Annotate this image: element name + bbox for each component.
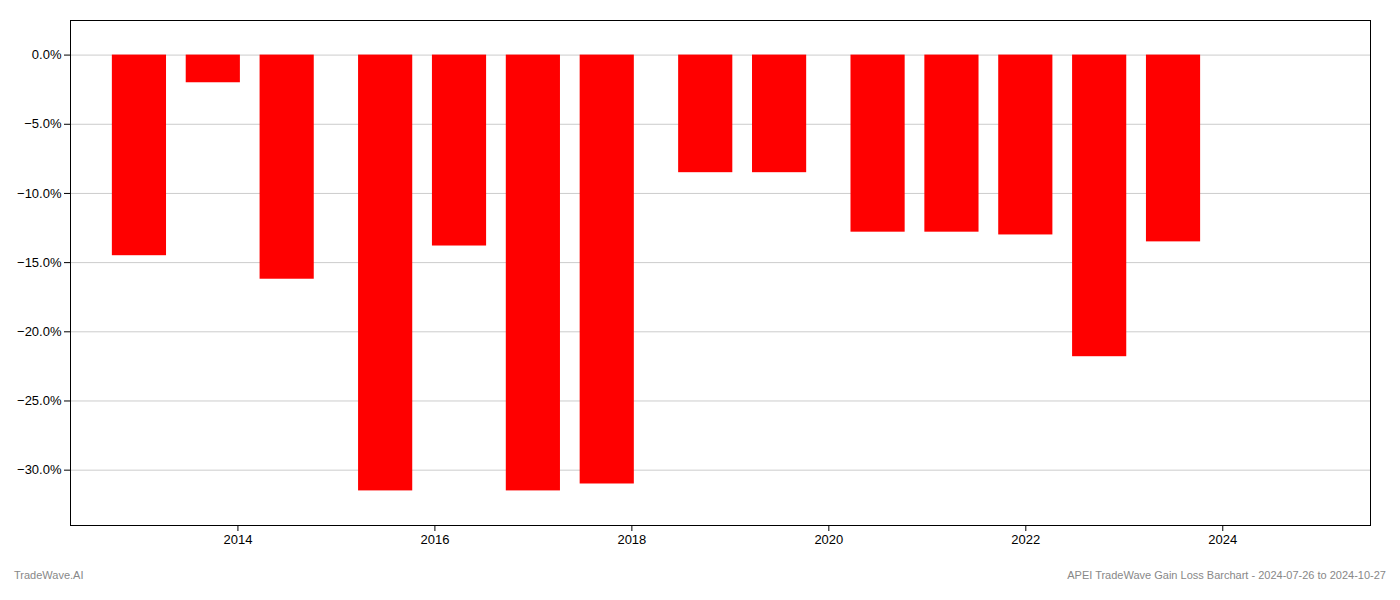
svg-text:−20.0%: −20.0% xyxy=(17,324,62,339)
html-text:APEI TradeWave Gain Loss Barch: APEI TradeWave Gain Loss Barchart - 2024… xyxy=(1067,569,1386,581)
svg-text:2018: 2018 xyxy=(617,532,646,547)
svg-text:−30.0%: −30.0% xyxy=(17,462,62,477)
svg-text:2022: 2022 xyxy=(1011,532,1040,547)
svg-text:−25.0%: −25.0% xyxy=(17,393,62,408)
svg-text:−10.0%: −10.0% xyxy=(17,186,62,201)
svg-text:2014: 2014 xyxy=(223,532,252,547)
svg-text:−5.0%: −5.0% xyxy=(24,116,62,131)
svg-text:2020: 2020 xyxy=(814,532,843,547)
svg-text:0.0%: 0.0% xyxy=(32,47,62,62)
svg-text:2024: 2024 xyxy=(1208,532,1237,547)
html-text:TradeWave.AI: TradeWave.AI xyxy=(14,569,84,581)
svg-text:2016: 2016 xyxy=(420,532,449,547)
svg-text:−15.0%: −15.0% xyxy=(17,255,62,270)
